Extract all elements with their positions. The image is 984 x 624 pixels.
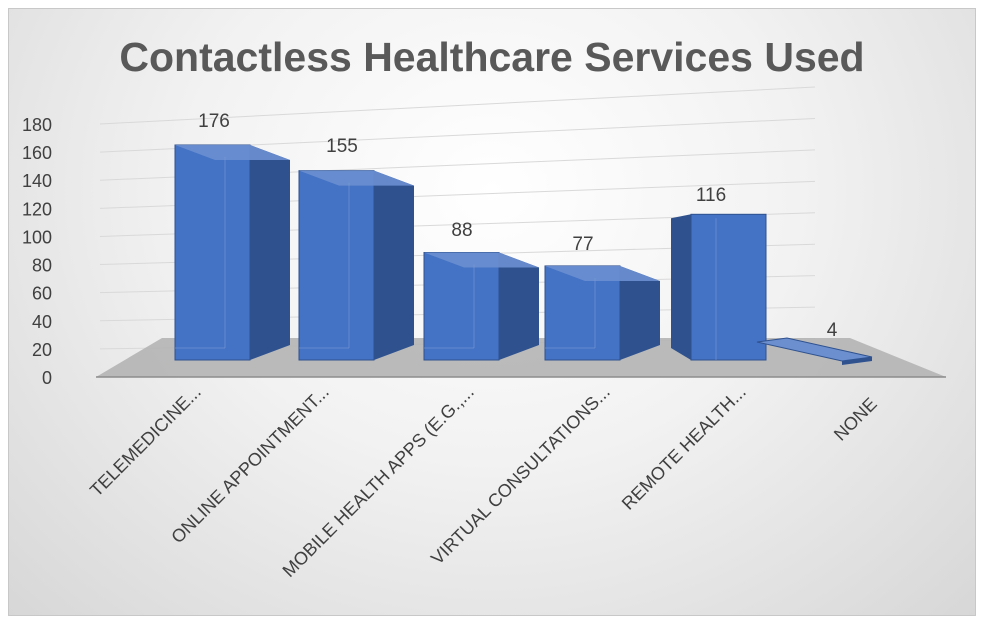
- y-tick-label: 180: [22, 115, 52, 135]
- bar-top: [299, 170, 414, 186]
- y-tick-label: 100: [22, 227, 52, 247]
- bar-top: [175, 145, 290, 160]
- bar: [298, 170, 414, 361]
- y-tick-label: 40: [32, 312, 52, 332]
- bar-side: [250, 145, 290, 360]
- bar: [756, 337, 873, 365]
- bar-front: [544, 265, 621, 361]
- bar-side: [671, 214, 691, 360]
- y-tick-label: 140: [22, 171, 52, 191]
- y-tick-label: 60: [32, 284, 52, 304]
- bar-front: [690, 213, 767, 361]
- bar: [174, 144, 290, 361]
- data-labels: 176 155 88 77 116 4: [198, 111, 838, 341]
- data-label: 176: [198, 111, 230, 132]
- y-tick-label: 80: [32, 256, 52, 276]
- gridline: [99, 86, 816, 125]
- y-tick-label: 0: [42, 368, 52, 388]
- data-label: 155: [326, 136, 358, 157]
- bar-top: [545, 265, 660, 281]
- y-axis: 0 20 40 60 80 100 120 140 160 180: [22, 115, 52, 388]
- bar: [423, 252, 539, 361]
- bar-side: [842, 357, 872, 365]
- data-label: 77: [572, 234, 593, 255]
- x-tick-label: TELEMEDICINE...: [86, 382, 205, 501]
- y-tick-label: 160: [22, 143, 52, 163]
- x-tick-label: REMOTE HEALTH...: [618, 382, 750, 514]
- bar-front: [298, 170, 375, 361]
- bar-top: [424, 252, 539, 268]
- x-axis: TELEMEDICINE...ONLINE APPOINTMENT...MOBI…: [86, 382, 881, 581]
- bar: [544, 265, 660, 361]
- bar-side: [620, 265, 660, 360]
- chart-title: Contactless Healthcare Services Used: [119, 34, 865, 80]
- bar: [671, 213, 767, 361]
- y-tick-label: 120: [22, 199, 52, 219]
- bar-side: [499, 252, 539, 360]
- data-label: 4: [827, 320, 838, 341]
- data-label: 116: [696, 185, 726, 206]
- data-label: 88: [451, 220, 472, 241]
- bar-side: [374, 170, 414, 360]
- y-tick-label: 20: [32, 340, 52, 360]
- bar-front: [174, 144, 251, 361]
- bar-front: [423, 252, 500, 361]
- x-tick-label: NONE: [830, 394, 881, 445]
